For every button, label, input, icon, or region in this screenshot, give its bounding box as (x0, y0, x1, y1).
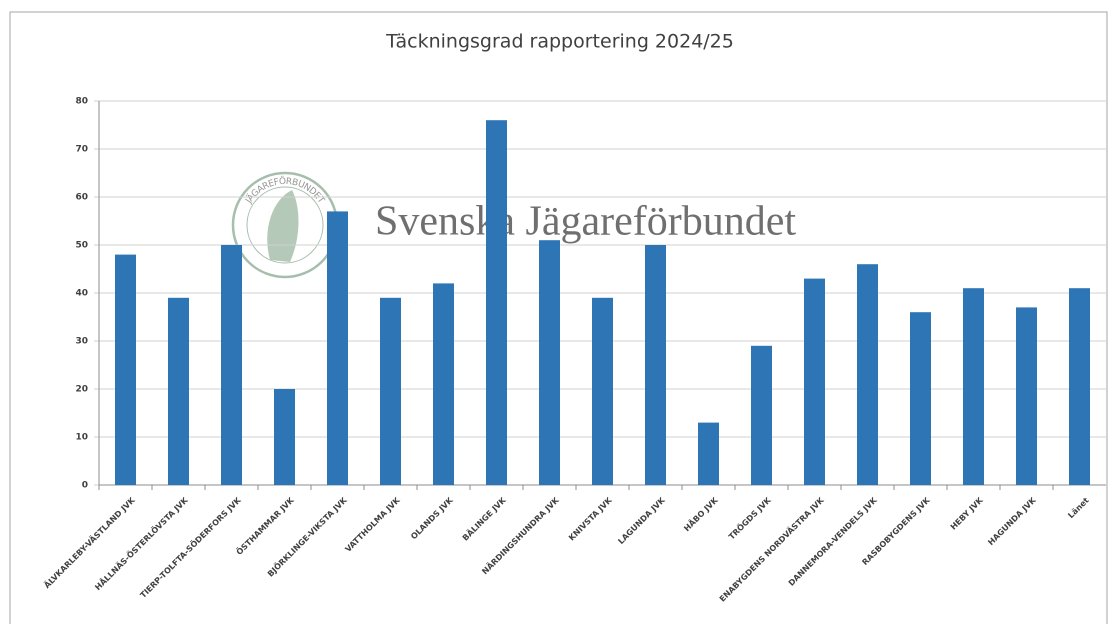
bar (327, 211, 348, 485)
bar (274, 389, 295, 485)
logo-bird (267, 190, 299, 262)
bar (380, 297, 401, 485)
bar (645, 245, 666, 485)
y-tick-label: 60 (75, 193, 88, 203)
bar (115, 254, 136, 485)
y-tick-label: 40 (75, 289, 88, 299)
bar (804, 278, 825, 485)
logo-inner (246, 186, 324, 264)
bar (221, 245, 242, 485)
bar (910, 312, 931, 485)
y-tick-label: 70 (75, 145, 88, 155)
bar (1016, 307, 1037, 485)
y-tick-label: 80 (75, 97, 88, 107)
y-tick-label: 30 (75, 337, 88, 347)
y-tick-label: 10 (75, 433, 88, 443)
bar (592, 297, 613, 485)
bar (963, 288, 984, 485)
bar (539, 240, 560, 485)
bar (751, 345, 772, 485)
y-tick-label: 20 (75, 385, 88, 395)
bar (857, 264, 878, 485)
bar (433, 283, 454, 485)
bar (1069, 288, 1090, 485)
y-tick-label: 0 (82, 481, 88, 491)
bar (168, 297, 189, 485)
watermark: Svenska Jägareförbundet (375, 199, 796, 245)
y-tick-label: 50 (75, 241, 88, 251)
bar (698, 422, 719, 485)
bar (486, 120, 507, 485)
chart-title: Täckningsgrad rapportering 2024/25 (385, 31, 734, 53)
